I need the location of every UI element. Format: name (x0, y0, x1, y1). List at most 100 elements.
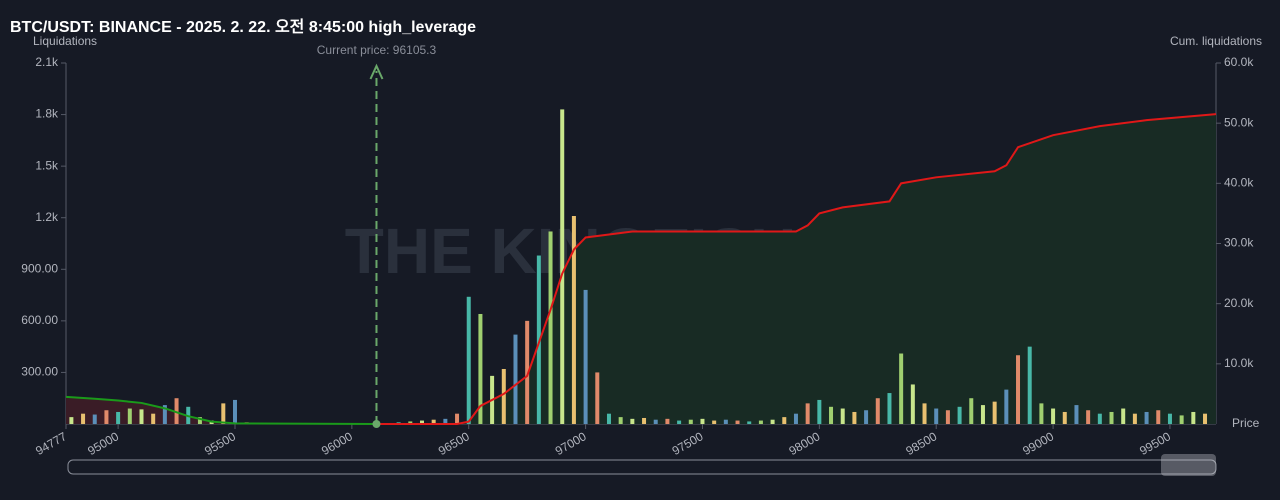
y2-axis-label: Cum. liquidations (1170, 34, 1262, 48)
x-tick-label: 97500 (670, 429, 706, 458)
bar (1109, 411, 1114, 424)
bar (665, 418, 670, 424)
x-tick-label: 96500 (436, 429, 472, 458)
bar (232, 399, 237, 424)
x-tick-label: 95500 (202, 429, 238, 458)
bar (1086, 410, 1091, 424)
bar (513, 334, 518, 424)
bar (606, 413, 611, 424)
bar (899, 353, 904, 424)
bar (1132, 413, 1137, 424)
bar (1167, 413, 1172, 424)
y-tick-label: 1.2k (35, 210, 59, 224)
cum-line (376, 113, 1217, 425)
x-tick-label: 95000 (85, 429, 121, 458)
bar (221, 403, 226, 424)
bar (1039, 403, 1044, 424)
x-tick-label: 99500 (1137, 429, 1173, 458)
bar (1004, 389, 1009, 424)
bar (945, 410, 950, 424)
y2-tick-label: 60.0k (1224, 55, 1254, 69)
bar (1179, 415, 1184, 424)
bar (536, 255, 541, 424)
bar (197, 417, 202, 424)
bar (92, 414, 97, 424)
bar (560, 109, 565, 425)
x-tick-label: 98500 (903, 429, 939, 458)
bar (910, 384, 915, 424)
y2-tick-label: 10.0k (1224, 356, 1254, 370)
bar (466, 296, 471, 424)
bar (723, 419, 728, 424)
x-tick-label: 97000 (553, 429, 589, 458)
bar (595, 372, 600, 424)
bar (1156, 410, 1161, 424)
current-price-arrow (369, 63, 384, 80)
scroll-handle[interactable] (1161, 454, 1216, 476)
bar (81, 413, 86, 424)
y2-tick-label: 30.0k (1224, 236, 1254, 250)
bar (151, 413, 156, 424)
scrollbar[interactable] (67, 459, 1217, 475)
bar (1051, 408, 1056, 424)
bar (69, 417, 74, 424)
chart-title: BTC/USDT: BINANCE - 2025. 2. 22. 오전 8:45… (10, 18, 476, 36)
bar (525, 320, 530, 424)
bar (1191, 411, 1196, 424)
y-tick-label: 900.00 (21, 261, 58, 275)
bar (162, 405, 167, 424)
y2-tick-label: 40.0k (1224, 176, 1254, 190)
bar (840, 408, 845, 424)
bar (747, 421, 752, 424)
current-price-dot (372, 420, 381, 428)
bar (712, 420, 717, 424)
bar (548, 231, 553, 424)
bar (1203, 413, 1208, 424)
bar (1097, 413, 1102, 424)
bar (455, 413, 460, 424)
bar (758, 420, 763, 424)
y-tick-label: 600.00 (21, 313, 58, 327)
bar (957, 406, 962, 424)
bar (677, 420, 682, 424)
bar (478, 313, 483, 424)
bar (501, 368, 506, 424)
bar (934, 408, 939, 424)
bar (116, 411, 121, 424)
bar (969, 398, 974, 424)
bar (770, 419, 775, 424)
bar (431, 419, 436, 424)
bar (653, 419, 658, 424)
bar (174, 398, 179, 424)
bar (139, 409, 144, 424)
bar (618, 417, 623, 424)
y-tick-label: 1.8k (35, 107, 59, 121)
y-tick-label: 1.5k (35, 158, 59, 172)
bar (1062, 411, 1067, 424)
y2-tick-label: 20.0k (1224, 296, 1254, 310)
cum-line (65, 395, 377, 425)
bar (829, 406, 834, 424)
x-tick-label: 99000 (1020, 429, 1056, 458)
bar (127, 408, 132, 424)
bar (864, 410, 869, 424)
y-tick-label: 2.1k (35, 55, 59, 69)
bar (688, 419, 693, 424)
bar (104, 410, 109, 424)
bar (793, 413, 798, 424)
bar (887, 393, 892, 424)
bar (817, 399, 822, 424)
bar (700, 418, 705, 424)
x-tick-label: 96000 (319, 429, 355, 458)
bar (630, 418, 635, 424)
bar (875, 398, 880, 424)
bar (1144, 411, 1149, 424)
y-tick-label: 300.00 (21, 365, 58, 379)
bar (1074, 405, 1079, 424)
bar (443, 418, 448, 424)
bar (782, 417, 787, 424)
bar (642, 417, 647, 424)
bar (1016, 355, 1021, 424)
